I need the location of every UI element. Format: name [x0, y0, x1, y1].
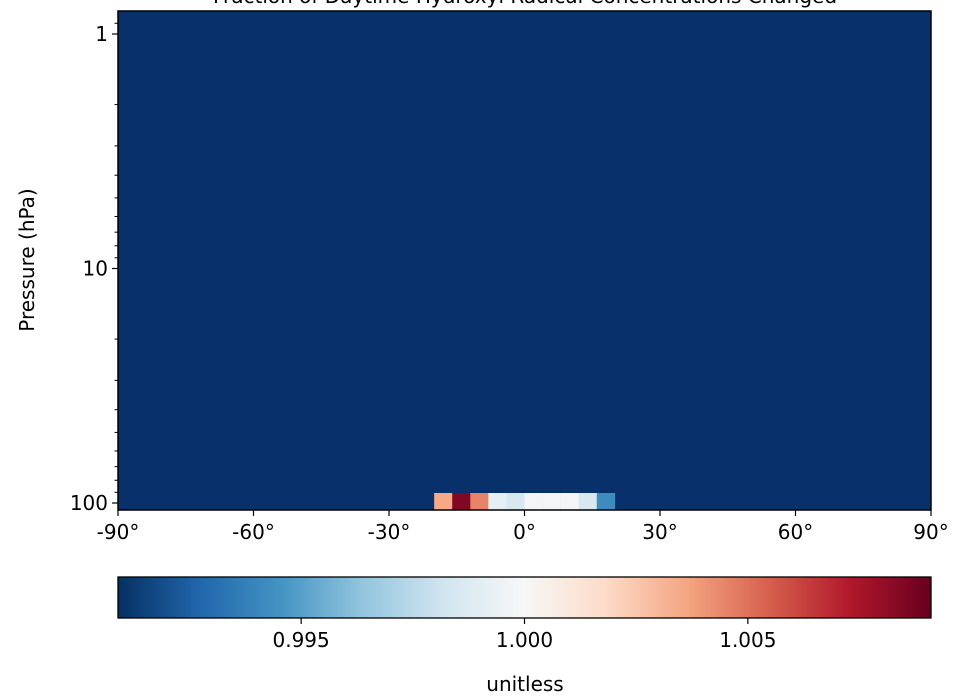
heatmap-cell — [488, 493, 507, 510]
plot-area — [117, 10, 932, 511]
x-tick-label: -90° — [97, 520, 140, 544]
y-axis: 1 10 100 — [70, 22, 118, 515]
y-tick-label: 10 — [83, 257, 108, 281]
colorbar-tick-label: 0.995 — [273, 628, 330, 652]
y-axis-label: Pressure (hPa) — [15, 188, 39, 331]
x-tick-label: 0° — [513, 520, 536, 544]
colorbar-label: unitless — [486, 672, 563, 696]
x-tick-label: 60° — [778, 520, 813, 544]
colorbar-tick-label: 1.000 — [496, 628, 553, 652]
x-tick-label: 30° — [642, 520, 677, 544]
chart-title: Fraction of Daytime Hydroxyl Radical Con… — [213, 0, 837, 8]
heatmap-cell — [524, 493, 543, 510]
heatmap-cell — [452, 493, 471, 510]
colorbar-tick-label: 1.005 — [719, 628, 776, 652]
heatmap-cell — [578, 493, 598, 510]
heatmap-cell — [470, 493, 489, 510]
colorbar: 0.995 1.000 1.005 — [117, 576, 932, 652]
heatmap-cell — [596, 493, 616, 510]
heatmap-cell — [434, 493, 453, 510]
heatmap-background — [118, 11, 931, 510]
heatmap-cell — [506, 493, 525, 510]
y-tick-label: 1 — [95, 22, 108, 46]
colorbar-gradient — [117, 576, 932, 619]
x-tick-label: -30° — [368, 520, 411, 544]
x-axis: -90° -60° -30° 0° 30° 60° 90° — [97, 510, 949, 544]
heatmap-cell — [542, 493, 561, 510]
heatmap-cell — [560, 493, 579, 510]
x-tick-label: 90° — [913, 520, 948, 544]
y-tick-label: 100 — [70, 491, 108, 515]
x-tick-label: -60° — [232, 520, 275, 544]
